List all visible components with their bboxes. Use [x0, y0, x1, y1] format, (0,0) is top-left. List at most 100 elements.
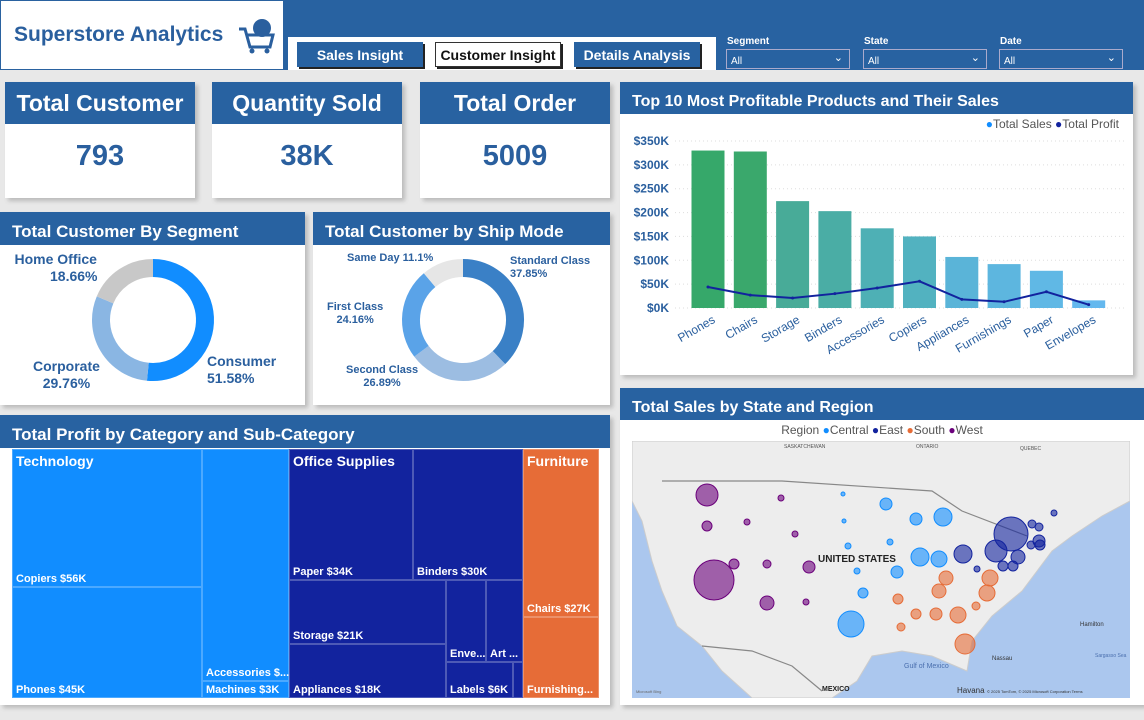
state-filter-dropdown[interactable]: All ⌄	[863, 49, 987, 69]
panel-title: Total Customer By Segment	[0, 212, 305, 245]
map-bubble-central[interactable]	[853, 567, 861, 575]
us-map[interactable]: UNITED STATES MEXICO Gulf of Mexico Hava…	[632, 441, 1130, 698]
map-bubble-south[interactable]	[981, 569, 999, 587]
map-bubble-south[interactable]	[892, 593, 904, 605]
x-tick-label: Storage	[759, 312, 803, 345]
map-bubble-south[interactable]	[949, 606, 967, 624]
profit-point[interactable]	[791, 296, 795, 300]
segment-donut-panel: Total Customer By Segment Home Office 18.…	[0, 212, 305, 405]
map-bubble-west[interactable]	[802, 560, 816, 574]
treemap-cell[interactable]: Labels $6K	[446, 662, 513, 698]
donut-slice-second-class[interactable]	[414, 345, 506, 381]
profit-point[interactable]	[918, 279, 921, 283]
legend-south: South	[913, 423, 946, 437]
map-bubble-central[interactable]	[909, 512, 923, 526]
first-class-label: First Class 24.16%	[327, 301, 384, 327]
map-bubble-central[interactable]	[837, 610, 865, 638]
map-label: MEXICO	[822, 686, 850, 693]
profit-point[interactable]	[706, 285, 710, 289]
map-bubble-east[interactable]	[1050, 509, 1058, 517]
map-bubble-west[interactable]	[791, 530, 799, 538]
date-filter-dropdown[interactable]: All ⌄	[999, 49, 1123, 69]
treemap-cell[interactable]: Furnishing...	[523, 617, 599, 698]
profit-point[interactable]	[875, 286, 879, 290]
profit-point[interactable]	[748, 293, 752, 297]
map-bubble-south[interactable]	[938, 570, 954, 586]
map-bubble-south[interactable]	[971, 601, 981, 611]
map-bubble-east[interactable]	[997, 560, 1009, 572]
profit-point[interactable]	[1044, 290, 1048, 294]
map-bubble-east[interactable]	[1026, 540, 1036, 550]
map-bubble-west[interactable]	[695, 483, 719, 507]
map-bubble-east[interactable]	[1034, 522, 1044, 532]
map-bubble-east[interactable]	[1034, 539, 1046, 551]
treemap-cell[interactable]: Storage $21K	[289, 580, 446, 644]
bar-accessories[interactable]	[860, 228, 894, 308]
map-bubble-central[interactable]	[844, 542, 852, 550]
map-bubble-west[interactable]	[728, 558, 740, 570]
map-bubble-south[interactable]	[931, 583, 947, 599]
map-bubble-west[interactable]	[777, 494, 785, 502]
bar-chairs[interactable]	[733, 151, 767, 308]
map-bubble-east[interactable]	[953, 544, 973, 564]
details-analysis-button[interactable]: Details Analysis	[574, 42, 700, 67]
treemap-cell[interactable]: Enve...	[446, 580, 486, 662]
donut-slice-standard-class[interactable]	[462, 259, 524, 365]
consumer-label: Consumer 51.58%	[207, 353, 277, 386]
map-bubble-central[interactable]	[841, 518, 847, 524]
map-bubble-central[interactable]	[910, 547, 930, 567]
bar-copiers[interactable]	[903, 236, 936, 308]
profit-point[interactable]	[833, 292, 837, 296]
donut-slice-home-office[interactable]	[96, 259, 154, 304]
map-bubble-east[interactable]	[984, 539, 1008, 563]
map-bubble-east[interactable]	[1007, 560, 1019, 572]
kpi-card-total-customer: Total Customer 793	[5, 82, 195, 198]
customer-insight-button[interactable]: Customer Insight	[435, 42, 561, 67]
treemap-cell[interactable]: Office Supplies Paper $34K	[289, 449, 413, 580]
bar-paper[interactable]	[1029, 270, 1063, 308]
donut-slice-consumer[interactable]	[146, 259, 214, 381]
map-bubble-south[interactable]	[929, 607, 943, 621]
map-bubble-central[interactable]	[857, 587, 869, 599]
profit-point[interactable]	[960, 297, 964, 301]
profit-point[interactable]	[1002, 300, 1006, 304]
profit-line	[707, 280, 1089, 306]
map-bubble-west[interactable]	[762, 559, 772, 569]
map-bubble-south[interactable]	[978, 584, 996, 602]
treemap-cell[interactable]: Furniture Chairs $27K	[523, 449, 599, 617]
treemap-cell[interactable]: Phones $45K	[12, 587, 202, 698]
bar-storage[interactable]	[776, 201, 810, 308]
treemap-cell[interactable]: Appliances $18K	[289, 644, 446, 698]
map-bubble-central[interactable]	[930, 550, 948, 568]
map-attribution: © 2025 TomTom, © 2025 Microsoft Corporat…	[987, 689, 1083, 694]
map-bubble-west[interactable]	[701, 520, 713, 532]
treemap-cell[interactable]: Art ...	[486, 580, 523, 662]
bar-phones[interactable]	[691, 150, 725, 308]
sales-insight-button[interactable]: Sales Insight	[297, 42, 423, 67]
map-bubble-central[interactable]	[890, 565, 904, 579]
donut-slice-same-day[interactable]	[423, 259, 464, 288]
kpi-card-quantity-sold: Quantity Sold 38K	[212, 82, 402, 198]
segment-filter-dropdown[interactable]: All ⌄	[726, 49, 850, 69]
map-bubble-south[interactable]	[954, 633, 976, 655]
treemap-cell[interactable]: Machines $3K	[202, 681, 289, 698]
map-bubble-central[interactable]	[879, 497, 893, 511]
profit-point[interactable]	[1087, 303, 1091, 307]
map-bubble-south[interactable]	[896, 622, 906, 632]
map-bubble-central[interactable]	[886, 538, 894, 546]
treemap-cell[interactable]: Technology Copiers $56K	[12, 449, 202, 587]
map-bubble-central[interactable]	[840, 491, 846, 497]
donut-slice-corporate[interactable]	[92, 296, 150, 381]
map-bubble-west[interactable]	[693, 559, 735, 601]
donut-slice-first-class[interactable]	[402, 273, 436, 357]
map-bubble-west[interactable]	[743, 518, 751, 526]
map-label: Hamilton	[1080, 622, 1104, 628]
map-bubble-central[interactable]	[933, 507, 953, 527]
map-bubble-west[interactable]	[802, 598, 810, 606]
treemap-cell[interactable]	[513, 662, 523, 698]
treemap-cell[interactable]: Accessories $...	[202, 449, 289, 681]
map-bubble-west[interactable]	[759, 595, 775, 611]
map-bubble-south[interactable]	[910, 608, 922, 620]
treemap-cell[interactable]: Binders $30K	[413, 449, 523, 580]
map-bubble-east[interactable]	[973, 565, 981, 573]
